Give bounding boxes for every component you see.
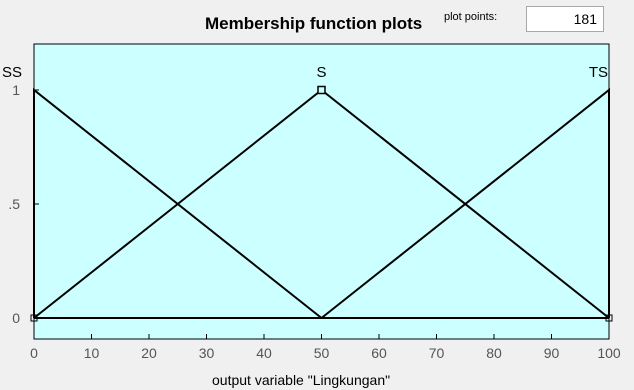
selected-point-marker[interactable]: [317, 85, 326, 95]
x-tick-label-20: 20: [141, 345, 157, 361]
x-tick-label-100: 100: [597, 345, 621, 361]
y-tick-label-1: 1: [12, 82, 20, 98]
x-tick-label-60: 60: [371, 345, 387, 361]
x-tick-label-40: 40: [256, 345, 272, 361]
y-tick-label-0: 0: [12, 310, 20, 326]
x-tick-label-30: 30: [199, 345, 215, 361]
plot-frame: [33, 43, 610, 340]
x-tick-label-0: 0: [30, 345, 38, 361]
plot-points-input[interactable]: [526, 6, 604, 32]
x-axis-label: output variable "Lingkungan": [212, 372, 391, 388]
x-tick-label-10: 10: [84, 345, 100, 361]
mf-label-ts: TS: [589, 64, 608, 81]
x-tick-label-80: 80: [486, 345, 502, 361]
mf-label-s: S: [316, 64, 326, 81]
x-tick-label-70: 70: [429, 345, 445, 361]
plot-title: Membership function plots: [205, 14, 423, 33]
x-tick-label-90: 90: [544, 345, 560, 361]
x-tick-label-50: 50: [314, 345, 330, 361]
plot-points-label: plot points:: [444, 11, 498, 23]
y-tick-label-.5: .5: [8, 196, 20, 212]
mf-label-ss: SS: [2, 64, 22, 81]
